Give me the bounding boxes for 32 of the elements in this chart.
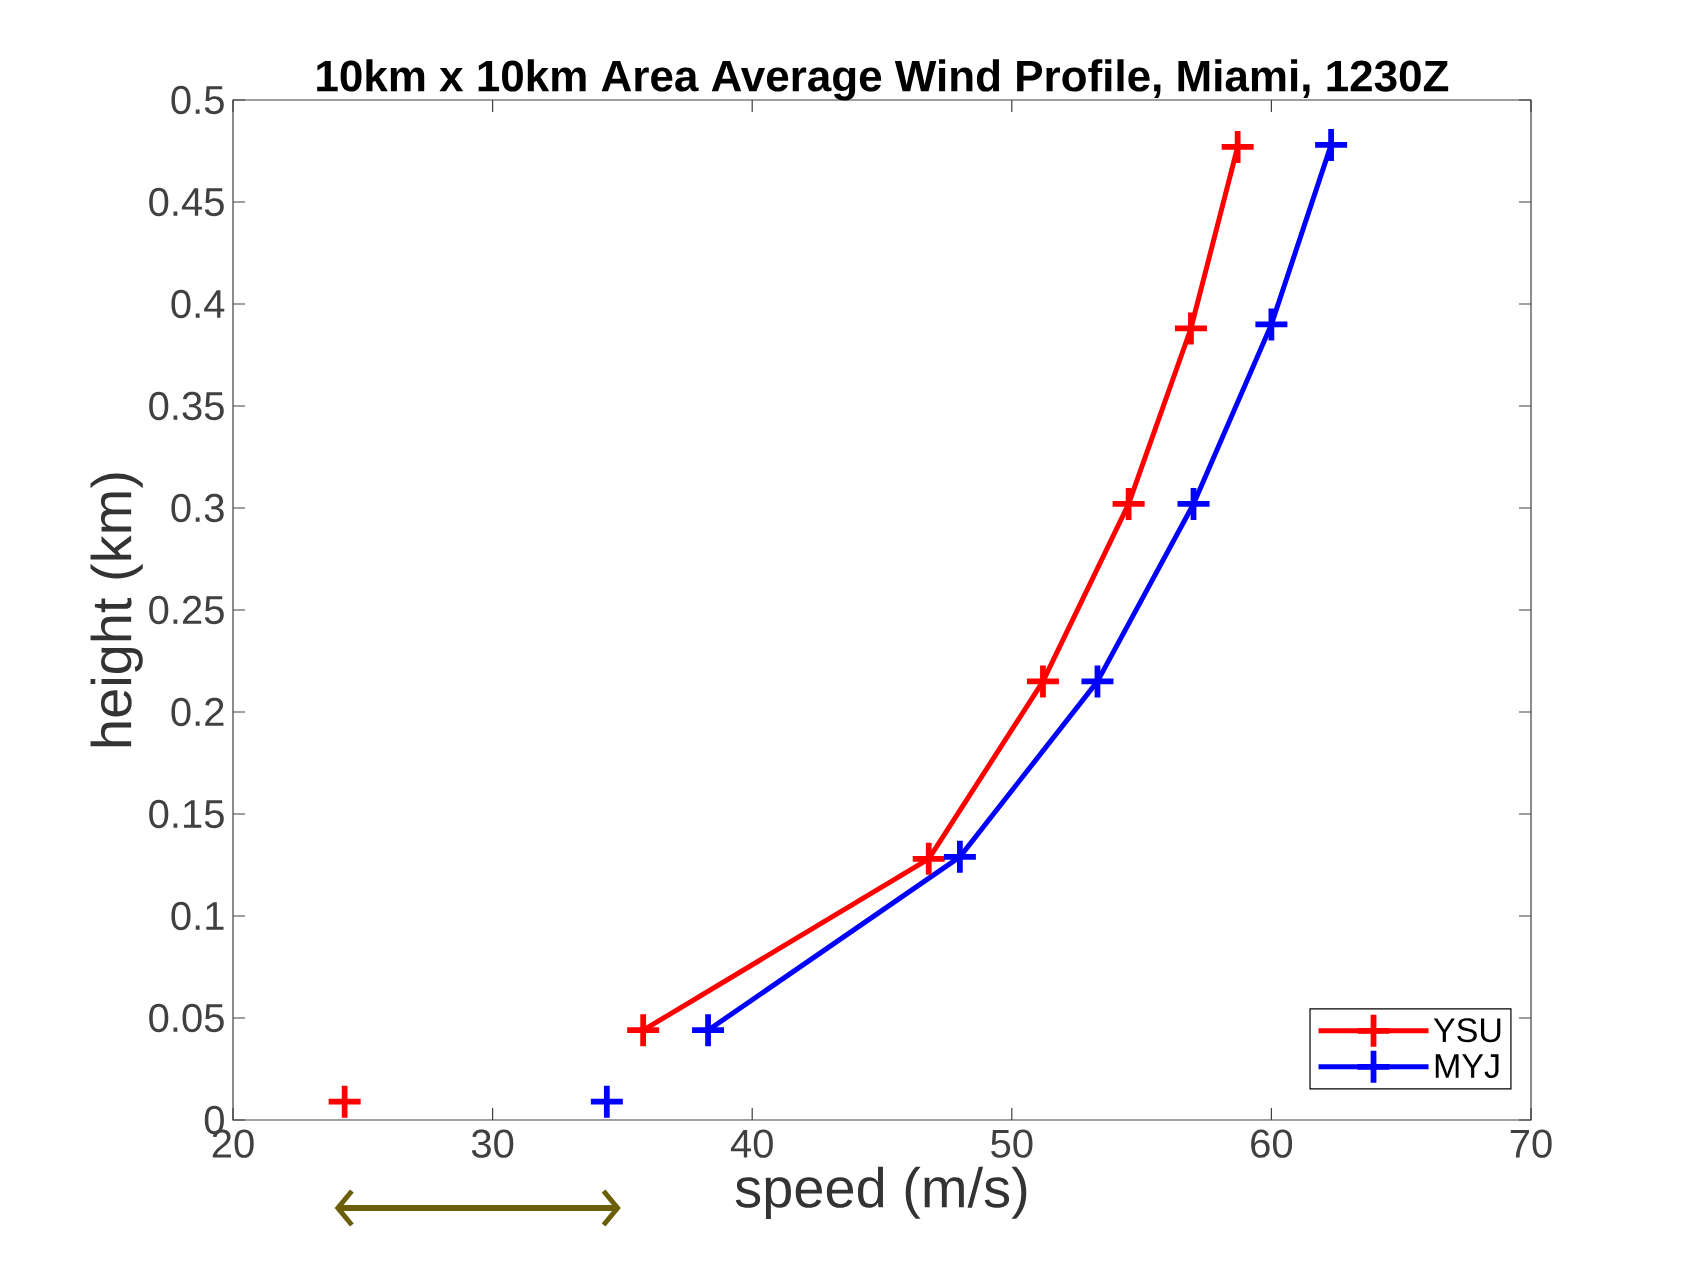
point	[1177, 487, 1210, 520]
x-axis-title: speed (m/s)	[735, 1166, 1027, 1219]
point	[627, 1014, 660, 1047]
point	[1112, 487, 1145, 520]
legend-label: YSU	[1433, 1018, 1501, 1043]
point	[1174, 312, 1207, 345]
y-tick-label: 0.5	[171, 85, 224, 115]
point	[692, 1014, 725, 1047]
y-tick-label: 0.05	[149, 1003, 224, 1033]
y-tick-label: 0.25	[149, 595, 224, 625]
point	[943, 840, 976, 873]
y-tick-label: 0.3	[171, 493, 224, 523]
y-tick-label: 0.45	[149, 187, 224, 217]
y-tick-label: 0.35	[149, 391, 224, 421]
legend-label: MYJ	[1435, 1054, 1499, 1079]
point	[912, 842, 945, 875]
x-tick-label: 30	[471, 1129, 514, 1158]
x-tick-label: 60	[1251, 1129, 1293, 1158]
point	[590, 1085, 623, 1118]
y-tick-label: 0.1	[171, 901, 224, 931]
y-axis-title: height (km)	[90, 473, 143, 747]
point	[328, 1085, 361, 1118]
point	[1315, 128, 1348, 161]
chart-title: 10km x 10km Area Average Wind Profile, Miami, 1230Z	[317, 59, 1449, 101]
y-tick-label: 0.15	[149, 799, 224, 829]
x-tick-label: 70	[1510, 1129, 1552, 1158]
point	[1026, 665, 1059, 698]
y-tick-label: 0.4	[171, 289, 225, 319]
x-tick-label: 40	[730, 1129, 773, 1158]
y-tick-label: 0.2	[171, 697, 224, 727]
x-tick-label: 50	[991, 1129, 1033, 1158]
point	[1221, 130, 1254, 163]
